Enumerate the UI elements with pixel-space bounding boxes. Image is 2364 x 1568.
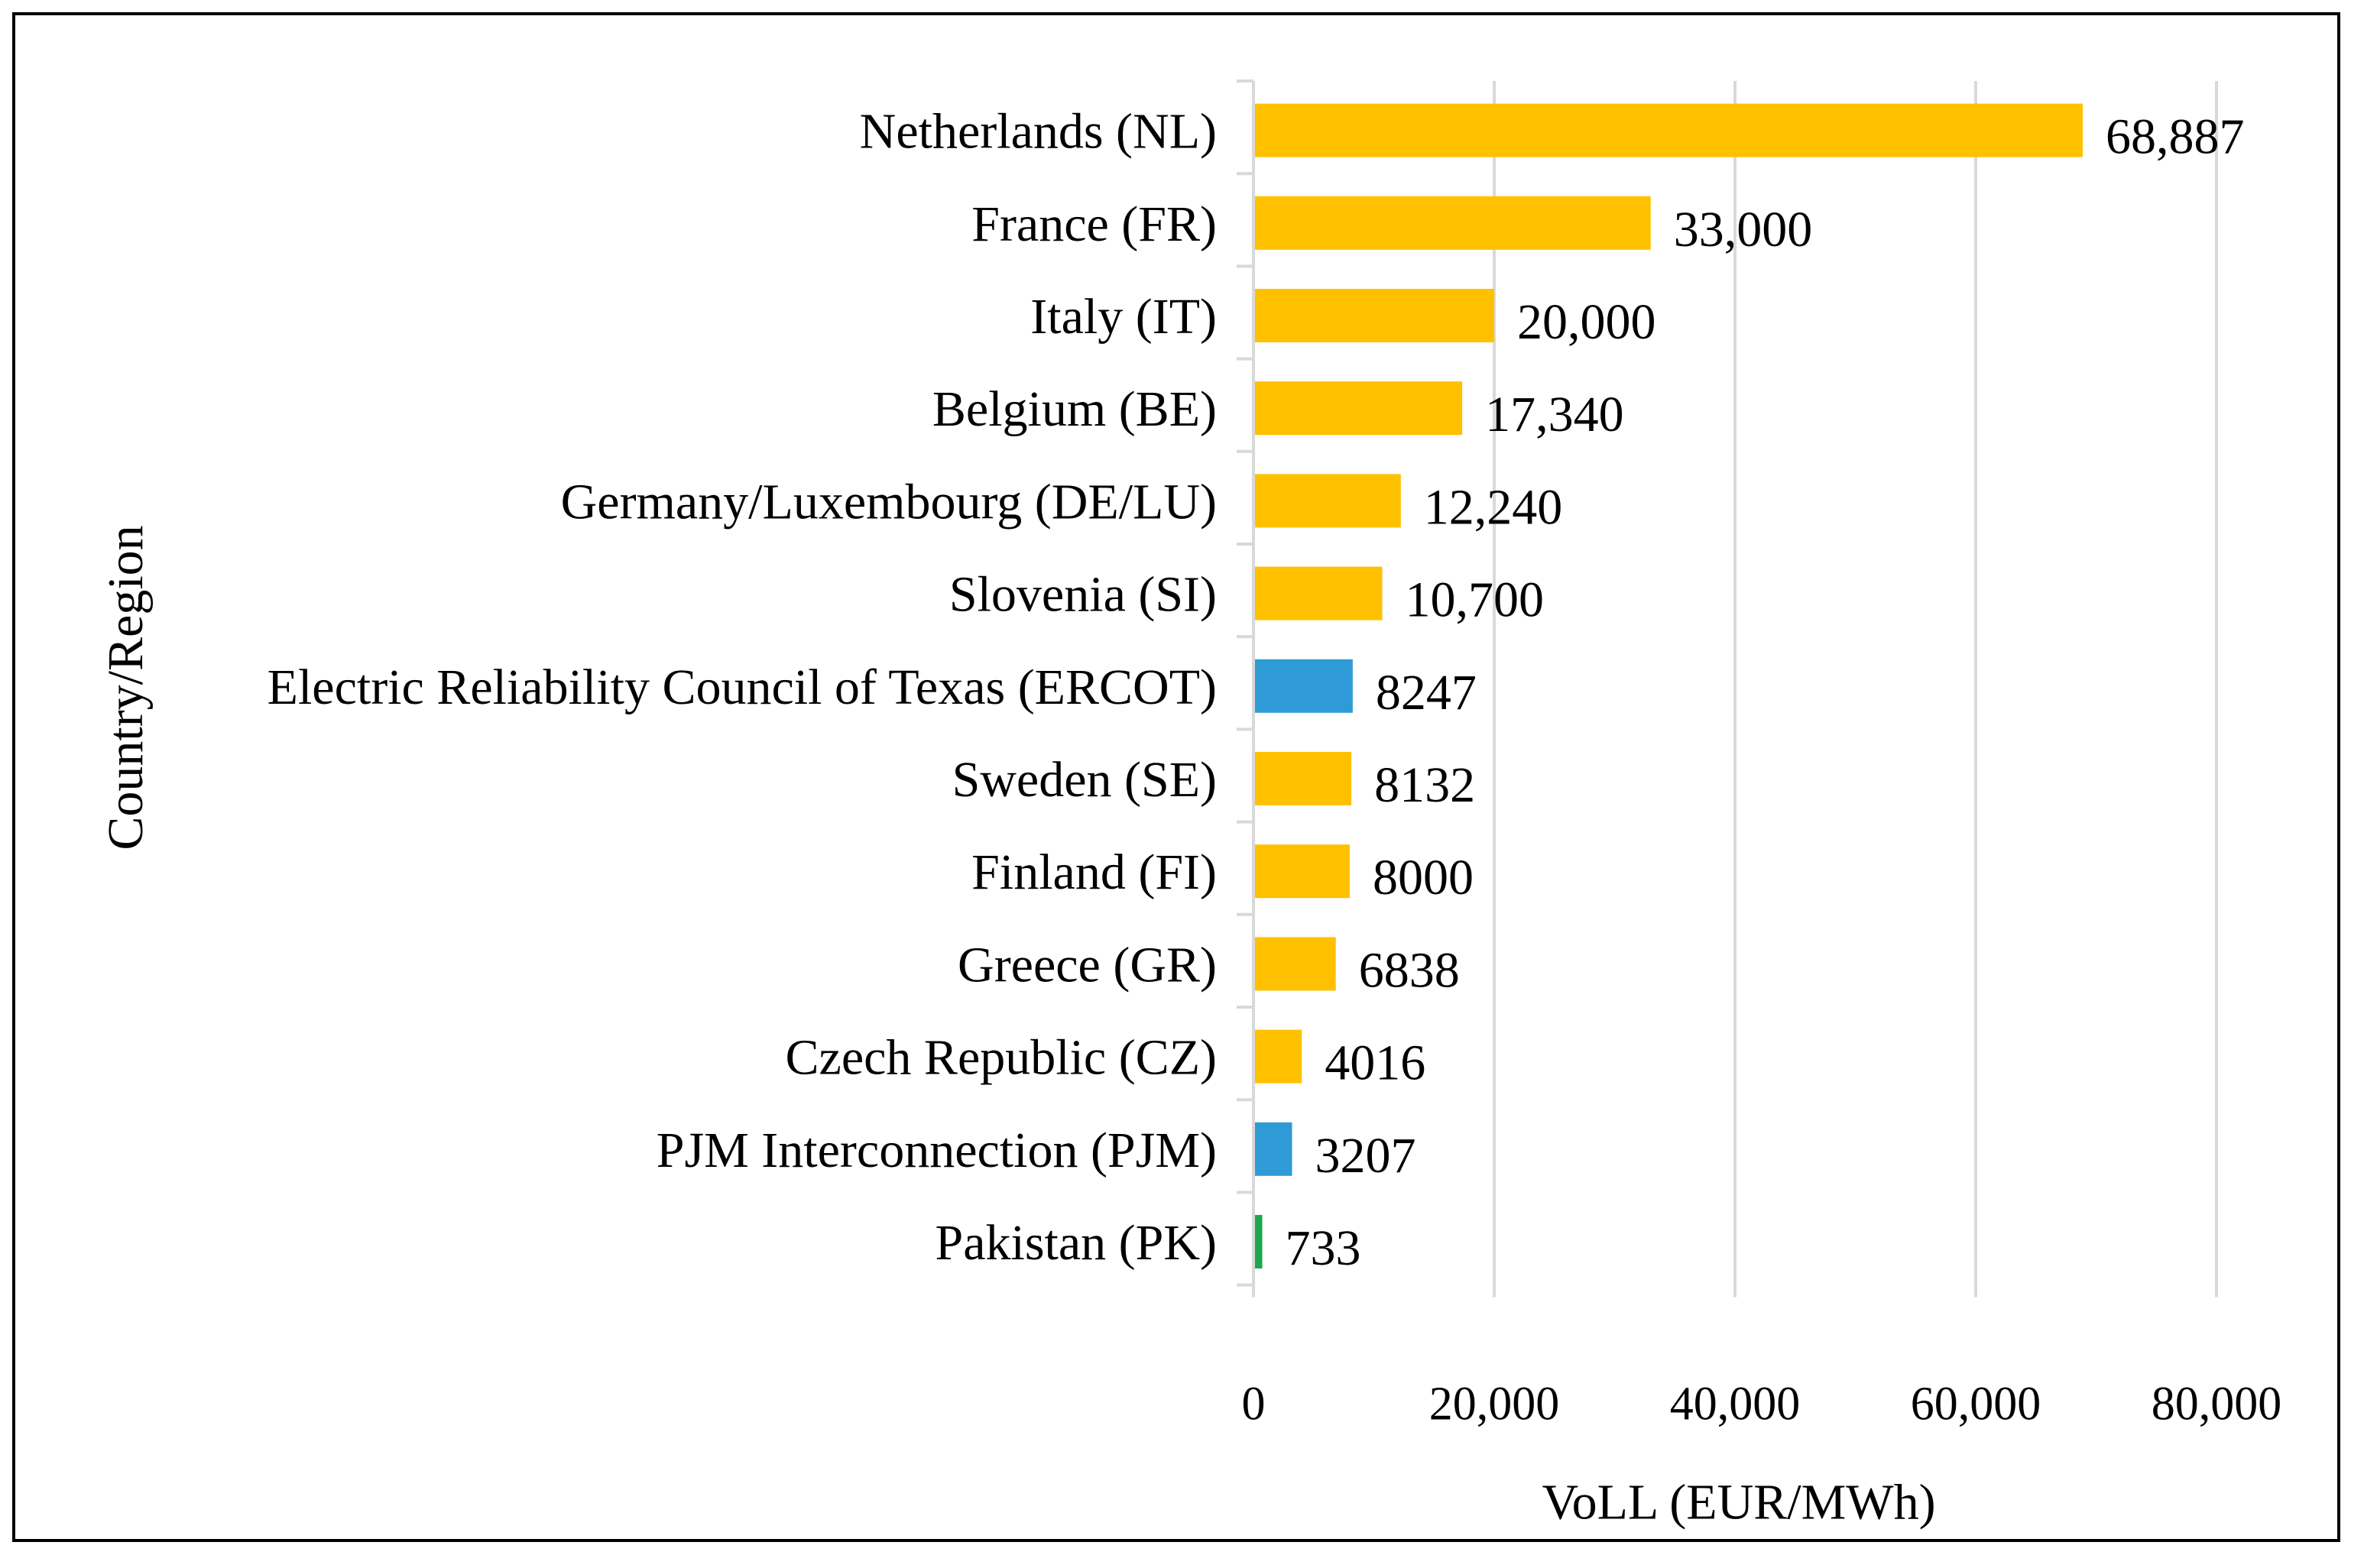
data-label: 33,000 — [1674, 202, 1813, 258]
bar — [1255, 1122, 1292, 1176]
bar — [1255, 289, 1494, 342]
value-axis-line — [1237, 79, 1255, 1297]
bar — [1255, 566, 1383, 620]
data-label: 8132 — [1374, 757, 1475, 813]
category-label: PJM Interconnection (PJM) — [657, 1123, 1217, 1178]
bar — [1255, 844, 1350, 899]
category-label: Electric Reliability Council of Texas (E… — [268, 659, 1217, 715]
bar — [1255, 659, 1353, 713]
data-labels: 68,887 33,000 20,000 17,340 12,240 10,700 8247… — [1286, 109, 2245, 1276]
category-label: Italy (IT) — [1030, 289, 1217, 345]
x-tick-label: 80,000 — [2152, 1378, 2282, 1430]
category-label: Netherlands (NL) — [860, 104, 1217, 160]
data-label: 3207 — [1315, 1128, 1416, 1184]
bar — [1255, 1215, 1263, 1268]
bars — [1255, 103, 2083, 1268]
category-label: Pakistan (PK) — [936, 1215, 1217, 1271]
chart-frame: Netherlands (NL) France (FR) Italy (IT) Bel… — [12, 12, 2340, 1542]
bar — [1255, 752, 1352, 805]
x-axis-title: VoLL (EUR/MWh) — [1542, 1475, 1935, 1531]
x-tick-labels: 0 20,000 40,000 60,000 80,000 — [1242, 1378, 2282, 1430]
bar — [1255, 474, 1401, 528]
category-label: Germany/Luxembourg (DE/LU) — [561, 474, 1217, 530]
data-label: 20,000 — [1517, 294, 1656, 350]
data-label: 6838 — [1359, 942, 1460, 998]
category-label: Sweden (SE) — [952, 752, 1217, 808]
category-labels: Netherlands (NL) France (FR) Italy (IT) Bel… — [268, 104, 1217, 1271]
data-label: 68,887 — [2106, 109, 2245, 165]
bar — [1255, 103, 2083, 157]
data-label: 8000 — [1373, 850, 1474, 905]
bar — [1255, 196, 1651, 250]
category-label: Finland (FI) — [971, 844, 1217, 900]
x-tick-label: 60,000 — [1911, 1378, 2041, 1430]
data-label: 10,700 — [1406, 572, 1545, 628]
data-label: 4016 — [1325, 1035, 1425, 1091]
bar — [1255, 1029, 1302, 1084]
bar — [1255, 381, 1463, 436]
category-label: Czech Republic (CZ) — [786, 1030, 1217, 1086]
x-tick-label: 40,000 — [1670, 1378, 1801, 1430]
category-label: Greece (GR) — [958, 937, 1217, 993]
gridlines — [1493, 81, 2218, 1297]
x-tick-label: 20,000 — [1429, 1378, 1560, 1430]
category-label: Belgium (BE) — [932, 381, 1217, 437]
data-label: 12,240 — [1424, 479, 1563, 535]
data-label: 8247 — [1376, 665, 1477, 721]
x-tick-label: 0 — [1242, 1378, 1266, 1430]
bar — [1255, 937, 1336, 991]
data-label: 733 — [1286, 1220, 1361, 1276]
chart: Netherlands (NL) France (FR) Italy (IT) Bel… — [98, 79, 2282, 1531]
data-label: 17,340 — [1485, 387, 1624, 442]
category-label: France (FR) — [971, 196, 1217, 252]
category-label: Slovenia (SI) — [949, 567, 1217, 623]
y-axis-title: Country/Region — [98, 525, 154, 850]
